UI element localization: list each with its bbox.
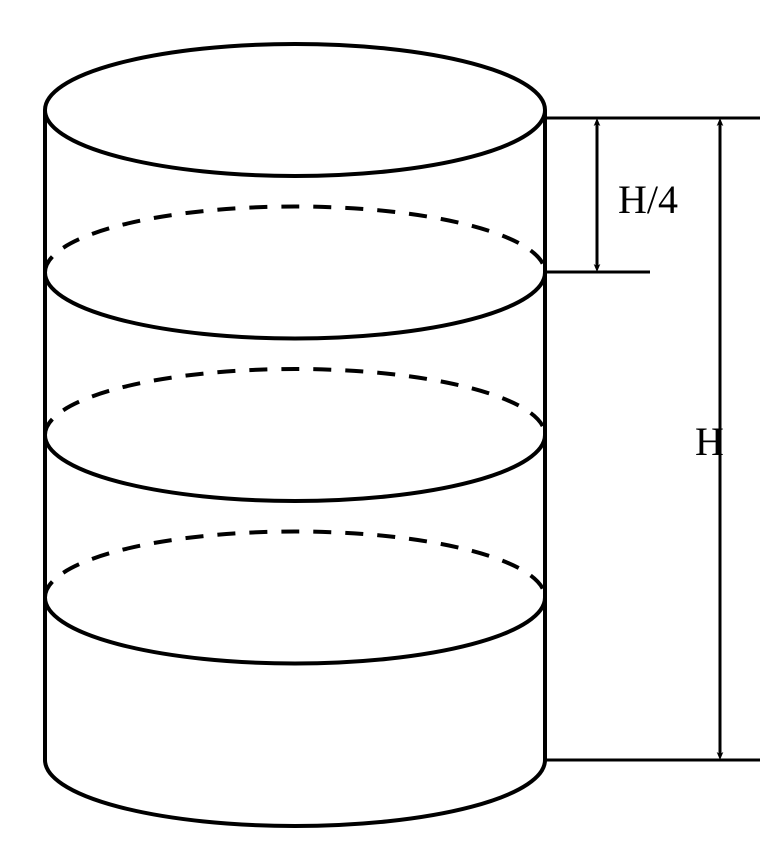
section-front-2 — [45, 435, 545, 501]
cylinder-bottom-front — [45, 760, 545, 826]
section-back-2 — [45, 369, 545, 435]
section-front-3 — [45, 598, 545, 664]
section-back-1 — [45, 207, 545, 273]
section-back-3 — [45, 532, 545, 598]
dim-quarter-label: H/4 — [618, 177, 678, 222]
section-front-1 — [45, 273, 545, 339]
dim-full-label: H — [695, 419, 724, 464]
cylinder-top-ellipse — [45, 44, 545, 176]
cylinder-diagram: H H/4 — [0, 0, 781, 861]
